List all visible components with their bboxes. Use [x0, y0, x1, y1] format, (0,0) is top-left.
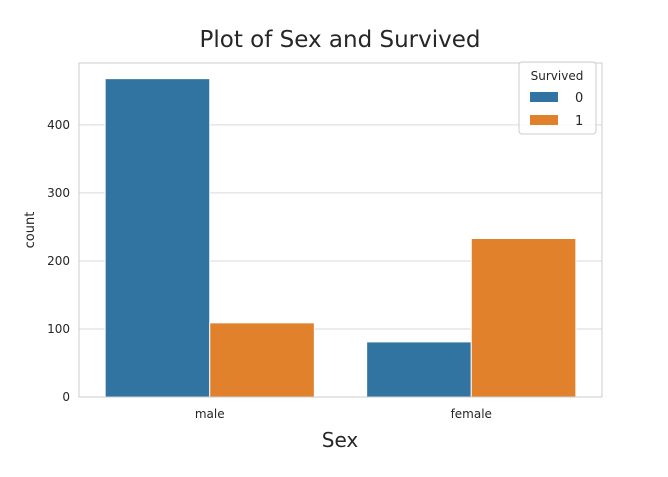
y-tick-label: 200 [47, 254, 70, 268]
y-tick-label: 100 [47, 322, 70, 336]
bar-male-survived-0 [104, 78, 211, 398]
chart-title: Plot of Sex and Survived [200, 27, 481, 53]
bars [104, 78, 577, 398]
y-tick-label: 0 [62, 390, 70, 404]
legend-swatch [530, 115, 558, 125]
y-tick-label: 400 [47, 118, 70, 132]
plot-frame [78, 62, 603, 398]
y-axis-label: count [23, 212, 38, 249]
legend-title: Survived [531, 69, 584, 83]
bar-male-survived-1 [209, 322, 315, 398]
x-axis-label: Sex [322, 428, 359, 452]
legend-entry-label: 0 [575, 91, 583, 106]
x-tick-labels: male female [195, 407, 492, 421]
bar-female-survived-0 [366, 341, 472, 398]
bar-female-survived-1 [470, 238, 577, 398]
x-tick-label: female [451, 407, 492, 421]
y-tick-labels: 0 100 200 300 400 [47, 118, 70, 404]
legend-swatch [530, 92, 558, 102]
y-tick-label: 300 [47, 186, 70, 200]
x-tick-label: male [195, 407, 225, 421]
legend-entry-label: 1 [575, 114, 583, 129]
legend: Survived 01 [518, 61, 597, 135]
legend-entries: 01 [530, 91, 583, 129]
